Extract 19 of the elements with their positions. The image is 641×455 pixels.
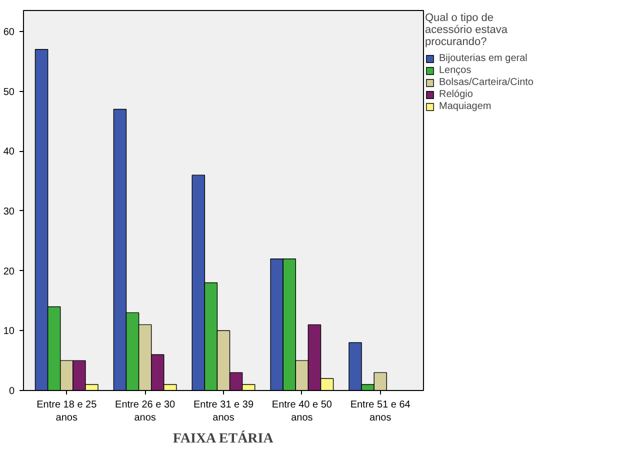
y-tick-label: 60	[3, 26, 15, 38]
legend-label: Bolsas/Carteira/Cinto	[439, 77, 534, 88]
legend-label: Relógio	[439, 89, 473, 100]
y-tick-label: 0	[8, 386, 15, 397]
legend-label: Bijouterias em geral	[439, 53, 528, 64]
y-tick-label: 50	[3, 86, 15, 98]
y-tick-label: 10	[3, 326, 15, 338]
y-tick-label: 20	[3, 266, 15, 278]
x-tick-label: Entre 31 e 39 anos	[193, 400, 254, 424]
legend-label: Lenços	[439, 65, 472, 76]
legend-title: Qual o tipo de acessório estava procurando?	[425, 12, 509, 48]
x-tick-label: Entre 18 e 25 anos	[36, 400, 98, 424]
legend-label: Maquiagem	[439, 101, 492, 112]
x-tick-label: Entre 40 e 50 anos	[272, 400, 332, 424]
x-tick-label: Entre 26 e 30 anos	[115, 400, 176, 424]
x-axis-title: FAIXA ETÁRIA	[172, 430, 274, 447]
y-tick-label: 40	[3, 146, 15, 158]
y-tick-label: 30	[3, 206, 15, 218]
x-tick-label: Entre 51 e 64 anos	[350, 400, 411, 424]
